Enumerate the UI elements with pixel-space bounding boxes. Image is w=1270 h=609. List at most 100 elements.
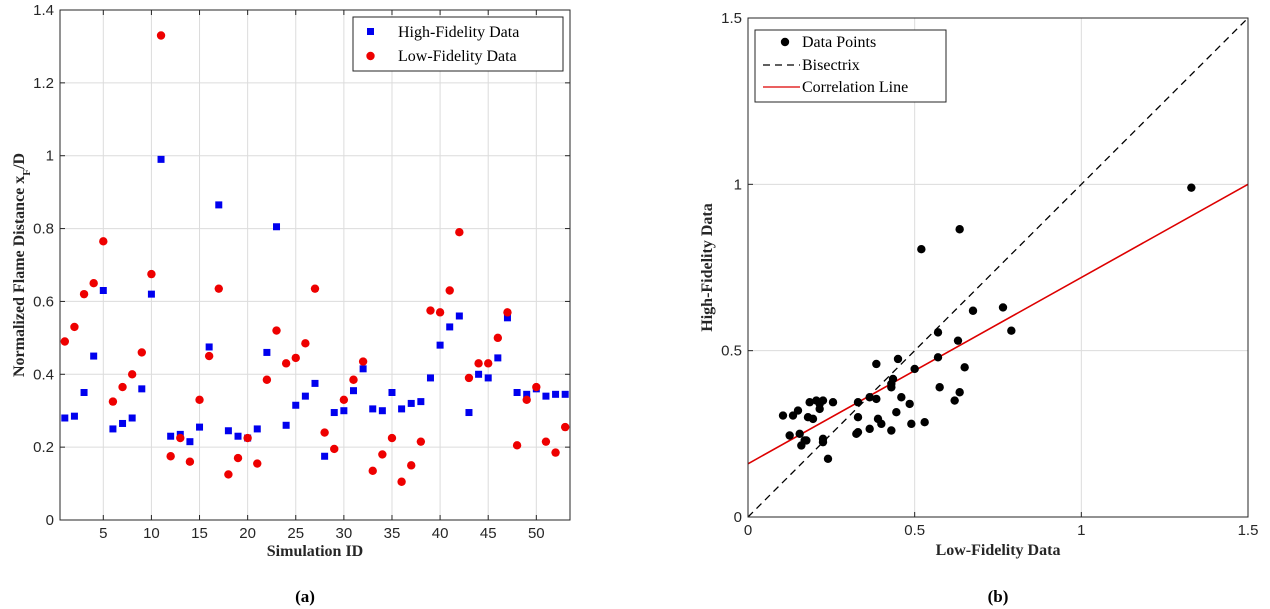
high-fidelity-point [475, 370, 483, 378]
data-point [815, 399, 824, 409]
high-fidelity-point [349, 387, 357, 395]
y-axis-title-sub: F [21, 169, 33, 176]
data-point [955, 225, 964, 234]
high-fidelity-point [301, 392, 309, 400]
high-fidelity-point [503, 314, 511, 322]
low-fidelity-point [195, 395, 204, 404]
data-point [853, 427, 863, 437]
low-fidelity-point [416, 437, 426, 446]
data-point [823, 454, 833, 463]
x-tick-label: 40 [432, 525, 449, 542]
data-point [933, 328, 943, 337]
low-fidelity-point [147, 269, 156, 279]
data-point [778, 411, 788, 420]
high-fidelity-point [80, 389, 88, 396]
high-fidelity-point [205, 343, 213, 351]
data-point [907, 419, 916, 429]
low-fidelity-point [233, 453, 243, 463]
low-fidelity-point [474, 359, 483, 368]
data-point [1007, 326, 1016, 335]
data-point [950, 396, 959, 405]
low-fidelity-point [89, 279, 98, 288]
data-point [998, 303, 1008, 312]
high-fidelity-point [388, 389, 396, 396]
data-point [892, 408, 901, 417]
low-fidelity-point [512, 441, 522, 450]
low-fidelity-point [532, 382, 541, 392]
data-point [953, 336, 963, 345]
low-fidelity-point [214, 284, 223, 293]
x-tick-label: 5 [99, 525, 107, 542]
low-fidelity-point [310, 284, 320, 293]
y-tick-label: 1.5 [721, 10, 742, 27]
chart-a: 5 10 15 20 25 30 35 40 45 50 0 0.2 0.4 0.6 0.8 1 1.2 1.4 S… [11, 2, 571, 560]
high-fidelity-point [61, 414, 69, 422]
high-fidelity-point [436, 341, 444, 349]
high-fidelity-point [138, 385, 146, 393]
data-point [853, 398, 863, 407]
low-fidelity-point [378, 450, 387, 459]
y-tick-label: 0 [46, 512, 54, 529]
plot-frame [59, 9, 571, 521]
x-tick-label: 35 [384, 525, 401, 542]
high-fidelity-point [523, 390, 531, 398]
data-point [1187, 183, 1196, 192]
high-fidelity-point [311, 379, 319, 387]
y-tick-label: 0.2 [33, 439, 54, 456]
low-fidelity-point [484, 359, 493, 368]
legend-marker-low [366, 51, 375, 61]
low-fidelity-point [339, 395, 349, 404]
high-fidelity-point [128, 414, 136, 422]
y-tick-label: 0.4 [33, 366, 54, 383]
low-fidelity-point [224, 470, 233, 479]
high-fidelity-point [157, 155, 165, 163]
y-axis-title: Normalized Flame Distance xF/D [11, 153, 33, 377]
low-fidelity-point [455, 228, 464, 237]
low-fidelity-point [541, 437, 551, 446]
data-point [917, 245, 926, 254]
y-tick-label: 1.2 [33, 75, 54, 92]
y-axis-title-main: Normalized Flame Distance x [11, 176, 28, 377]
low-fidelity-point [368, 466, 377, 476]
x-tick-label: 0.5 [904, 522, 925, 539]
low-fidelity-point [79, 289, 89, 299]
high-fidelity-point [455, 312, 463, 320]
data-point [803, 413, 813, 422]
data-point [887, 426, 896, 435]
data-point [893, 354, 903, 364]
legend-label-bisectrix: Bisectrix [802, 57, 860, 74]
low-fidelity-point [551, 448, 560, 457]
x-axis-title: Low-Fidelity Data [936, 542, 1061, 559]
legend-label-correlation: Correlation Line [802, 79, 908, 96]
low-fidelity-point [272, 326, 281, 335]
high-fidelity-point [552, 390, 560, 398]
y-axis-title-tail: /D [11, 153, 28, 170]
low-fidelity-point [426, 306, 435, 315]
high-fidelity-point [359, 365, 367, 373]
y-axis-title: High-Fidelity Data [699, 203, 716, 331]
data-point [872, 394, 881, 404]
low-fidelity-point [108, 397, 118, 406]
low-fidelity-point [435, 308, 445, 317]
data-point [960, 363, 969, 372]
x-tick-label: 0 [744, 522, 752, 539]
caption-b: (b) [988, 587, 1009, 606]
high-fidelity-point [167, 432, 175, 440]
legend-marker-points [780, 37, 790, 47]
data-point [897, 393, 906, 402]
high-fidelity-point [561, 390, 569, 398]
high-fidelity-point [494, 354, 502, 362]
data-point [828, 398, 838, 407]
high-fidelity-point [99, 287, 107, 294]
high-fidelity-point [70, 412, 78, 420]
legend-label-high: High-Fidelity Data [398, 24, 519, 41]
data-point [805, 398, 814, 407]
low-fidelity-point [320, 428, 329, 437]
data-point [865, 424, 874, 434]
high-fidelity-point [215, 201, 223, 209]
low-fidelity-point [493, 333, 503, 343]
low-fidelity-point [137, 348, 146, 357]
low-fidelity-point [407, 461, 416, 470]
low-fidelity-point [522, 395, 531, 404]
low-fidelity-point [358, 357, 368, 366]
